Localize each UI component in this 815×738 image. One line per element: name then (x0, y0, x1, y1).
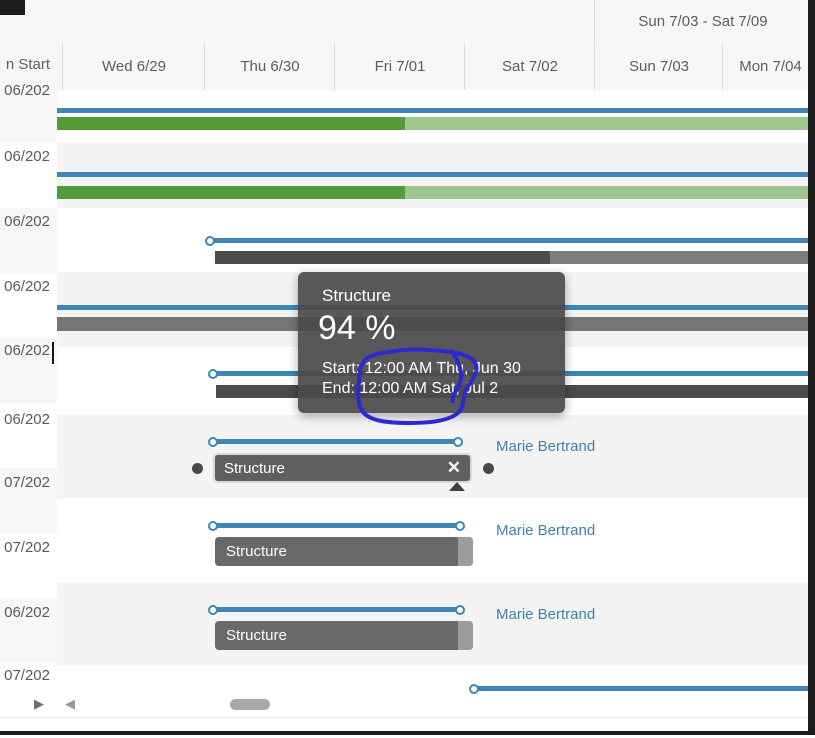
line-endpoint-icon[interactable] (469, 684, 479, 694)
line-endpoint-icon[interactable] (208, 521, 218, 531)
line-endpoint-icon[interactable] (205, 236, 215, 246)
gantt-progress-bar[interactable] (57, 117, 405, 130)
table-row (0, 403, 57, 468)
divider (0, 717, 810, 718)
task-bar-cap (458, 621, 473, 650)
gantt-summary-line[interactable] (208, 437, 463, 447)
scroll-right-icon[interactable]: ▶ (34, 696, 44, 711)
gantt-progress-bar[interactable] (215, 251, 550, 264)
start-column-header[interactable]: n Start (5, 56, 50, 73)
table-row (0, 533, 57, 598)
gantt-progress-bar[interactable] (57, 186, 405, 199)
start-date-cell[interactable]: 06/202 (4, 278, 50, 295)
line-endpoint-icon[interactable] (208, 369, 218, 379)
screen-corner-artifact (0, 0, 25, 15)
gantt-summary-line[interactable] (208, 605, 465, 615)
table-left-panel: n Start 06/202 06/202 06/202 06/202 06/202 06… (0, 0, 58, 733)
tooltip-end-date: End: 12:00 AM Sat, Jul 2 (322, 380, 499, 397)
horizontal-scrollbar-thumb[interactable] (230, 699, 270, 710)
start-date-cell[interactable]: 06/202 (4, 148, 50, 165)
day-header-cell[interactable]: Wed 6/29 (62, 43, 205, 90)
task-bar-label: Structure (226, 627, 287, 644)
day-header-cell[interactable]: Fri 7/01 (334, 43, 465, 90)
timeline-day-header: Wed 6/29 Thu 6/30 Fri 7/01 Sat 7/02 Sun 7/03… (57, 43, 815, 91)
selected-task-label: Structure (224, 459, 285, 477)
task-tooltip: Structure 94 % Start: 12:00 AM Thu, Jun … (298, 272, 565, 413)
line-endpoint-icon[interactable] (455, 605, 465, 615)
day-header-cell[interactable]: Thu 6/30 (204, 43, 335, 90)
text-cursor-caret (52, 342, 54, 364)
close-icon[interactable]: ✕ (446, 458, 461, 477)
gantt-progress-bar[interactable] (405, 117, 808, 130)
week-header-cell[interactable]: Sun 7/03 - Sat 7/09 (594, 0, 811, 43)
start-date-cell[interactable]: 06/202 (4, 213, 50, 230)
gantt-summary-line[interactable] (205, 236, 808, 246)
assignee-link[interactable]: Marie Bertrand (496, 522, 596, 539)
start-date-cell[interactable]: 06/202 (4, 604, 50, 621)
gantt-progress-bar[interactable] (405, 186, 808, 199)
timeline-week-header: Sun 7/03 - Sat 7/09 (57, 0, 810, 44)
line-endpoint-icon[interactable] (208, 605, 218, 615)
tooltip-progress-percent: 94 % (318, 309, 396, 347)
tooltip-start-date: Start: 12:00 AM Thu, Jun 30 (322, 360, 521, 377)
task-expand-triangle-icon[interactable] (449, 482, 465, 491)
task-bar-cap (458, 537, 473, 566)
selected-task-bar[interactable]: Structure ✕ (213, 453, 472, 483)
task-drag-handle-left[interactable] (192, 463, 203, 474)
task-bar-label: Structure (226, 543, 287, 560)
gantt-summary-line[interactable] (57, 108, 808, 113)
day-header-cell[interactable]: Mon 7/04 (722, 43, 815, 90)
start-date-cell[interactable]: 06/202 (4, 342, 50, 359)
table-row (0, 143, 57, 208)
gantt-summary-line[interactable] (57, 172, 808, 177)
start-date-cell[interactable]: 06/202 (4, 411, 50, 428)
table-row (0, 663, 57, 733)
window-right-edge (808, 0, 815, 733)
window-bottom-edge (0, 731, 815, 735)
start-date-cell[interactable]: 07/202 (4, 667, 50, 684)
scroll-left-icon[interactable]: ◀ (65, 696, 75, 711)
assignee-link[interactable]: Marie Bertrand (496, 438, 596, 455)
task-drag-handle-right[interactable] (483, 463, 494, 474)
gantt-summary-line[interactable] (208, 521, 465, 531)
start-date-cell[interactable]: 07/202 (4, 539, 50, 556)
day-header-cell[interactable]: Sun 7/03 (594, 43, 723, 90)
assignee-link[interactable]: Marie Bertrand (496, 606, 596, 623)
task-bar[interactable]: Structure (215, 621, 473, 650)
task-bar[interactable]: Structure (215, 537, 473, 566)
gantt-progress-bar[interactable] (550, 251, 808, 264)
line-endpoint-icon[interactable] (455, 521, 465, 531)
start-date-cell[interactable]: 07/202 (4, 474, 50, 491)
start-date-cell[interactable]: 06/202 (4, 82, 50, 99)
line-endpoint-icon[interactable] (453, 437, 463, 447)
line-endpoint-icon[interactable] (208, 437, 218, 447)
table-row (0, 273, 57, 338)
tooltip-title: Structure (322, 286, 391, 305)
day-header-cell[interactable]: Sat 7/02 (464, 43, 595, 90)
gantt-summary-line[interactable] (469, 684, 808, 694)
